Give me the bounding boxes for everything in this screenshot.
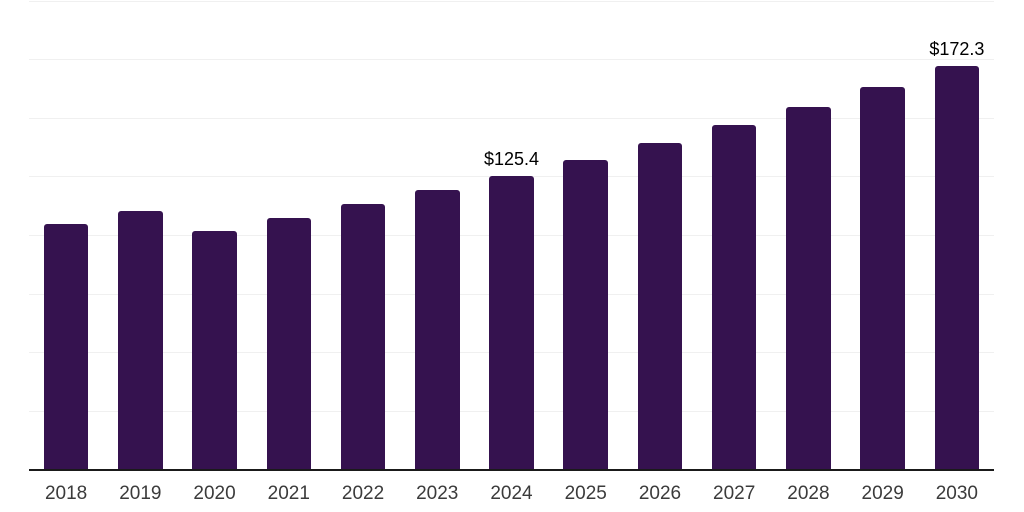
- bar-2019: [118, 210, 163, 470]
- bar-2029: [860, 86, 905, 470]
- bar-2027: [711, 125, 757, 470]
- gridline-y-150: [29, 117, 994, 119]
- x-tick-label-2022: 2022: [341, 483, 385, 504]
- data-label-2024: $125.4: [483, 148, 540, 169]
- x-tick-label-2028: 2028: [787, 483, 830, 504]
- x-tick-label-2023: 2023: [416, 483, 459, 504]
- gridline-y-175: [29, 59, 994, 61]
- x-tick-label-2018: 2018: [44, 483, 88, 504]
- x-tick-label-2021: 2021: [267, 483, 310, 504]
- bar-2028: [786, 106, 831, 470]
- bar-2025: [563, 159, 609, 470]
- x-tick-label-2020: 2020: [193, 483, 236, 504]
- x-tick-label-2027: 2027: [713, 483, 756, 504]
- x-axis-line: [29, 469, 994, 471]
- data-label-2030: $172.3: [929, 38, 985, 59]
- bar-2021: [266, 217, 312, 470]
- x-tick-label-2029: 2029: [861, 483, 904, 504]
- bar-2020: [192, 231, 237, 470]
- bar-2018: [43, 224, 89, 470]
- x-tick-label-2025: 2025: [564, 483, 607, 504]
- bar-2022: [340, 203, 386, 470]
- x-tick-label-2024: 2024: [490, 483, 533, 504]
- bar-2026: [637, 143, 683, 470]
- gridline-y-200: [29, 0, 994, 2]
- bar-2024: [489, 175, 534, 470]
- bar-2023: [414, 190, 460, 470]
- x-tick-label-2019: 2019: [119, 483, 162, 504]
- bar-2030: [934, 65, 980, 470]
- x-tick-label-2030: 2030: [935, 483, 979, 504]
- x-tick-label-2026: 2026: [638, 483, 682, 504]
